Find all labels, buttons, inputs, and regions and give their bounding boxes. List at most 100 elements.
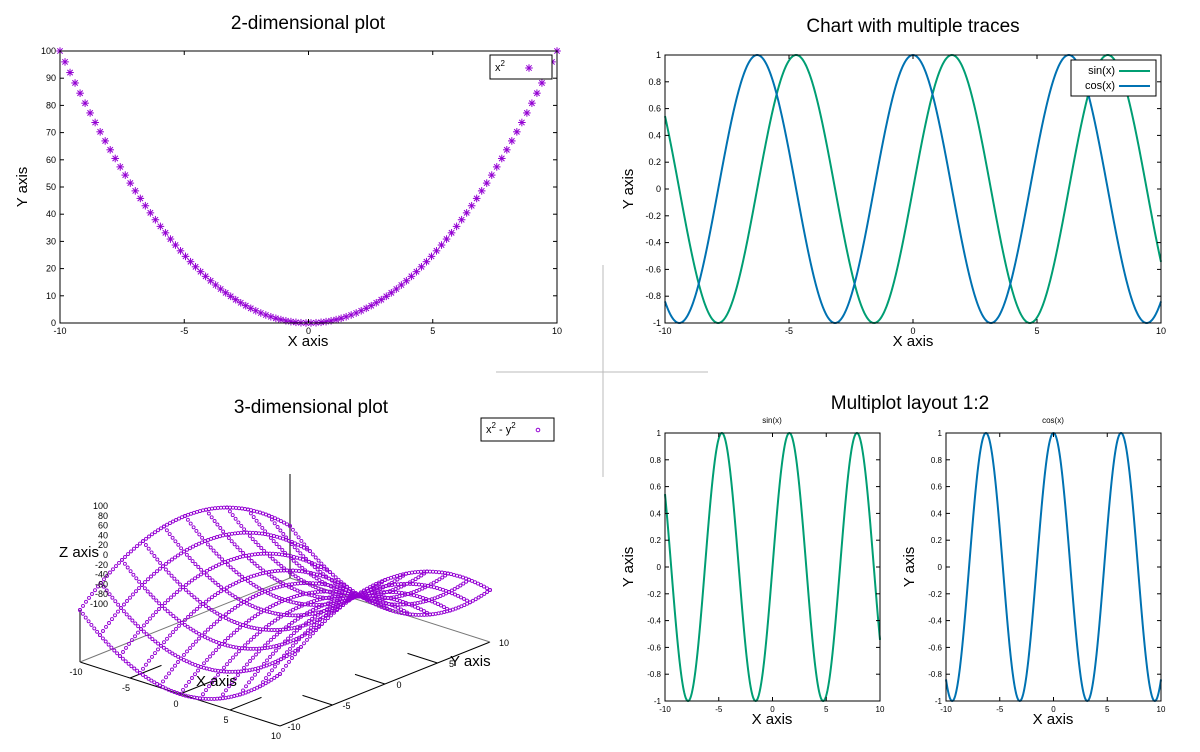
surface-point — [417, 576, 420, 579]
surface-point — [184, 588, 187, 591]
x-tick-label: 10 — [1156, 326, 1166, 336]
surface-point — [186, 650, 189, 653]
surface-point — [164, 602, 167, 605]
surface-point — [179, 583, 182, 586]
surface-point — [230, 634, 233, 637]
surface-point — [193, 596, 196, 599]
surface-point — [227, 637, 230, 640]
surface-point — [190, 613, 193, 616]
y-tick-label: -0.2 — [647, 590, 661, 599]
surface-point — [126, 566, 129, 569]
surface-point — [422, 597, 425, 600]
surface-point — [277, 518, 280, 521]
surface-point — [483, 585, 486, 588]
surface-point — [156, 570, 159, 573]
surface-point — [130, 665, 133, 668]
surface-point — [134, 622, 137, 625]
surface-point — [99, 634, 102, 637]
surface-point — [213, 610, 216, 613]
data-point — [76, 89, 84, 97]
surface-point — [477, 582, 480, 585]
surface-point — [165, 562, 168, 565]
surface-point — [216, 536, 219, 539]
surface-point — [162, 646, 165, 649]
surface-point — [265, 571, 268, 574]
surface-point — [309, 550, 312, 553]
surface-point — [197, 669, 200, 672]
data-point — [157, 223, 165, 231]
surface-point — [303, 546, 306, 549]
surface-point — [157, 529, 160, 532]
surface-point — [297, 543, 300, 546]
surface-point — [474, 581, 477, 584]
surface-point — [114, 614, 117, 617]
surface-point — [295, 569, 298, 572]
data-point — [468, 202, 476, 210]
surface-point — [459, 575, 462, 578]
surface-point — [256, 573, 259, 576]
surface-point — [195, 529, 198, 532]
surface-point — [149, 617, 152, 620]
surface-point — [334, 576, 337, 579]
surface-point — [130, 550, 133, 553]
data-point — [493, 163, 501, 171]
surface-point — [146, 621, 149, 624]
y-tick-label: -0.6 — [645, 264, 661, 274]
surface-point — [486, 591, 489, 594]
surface-point — [146, 590, 149, 593]
surface-point — [123, 562, 126, 565]
surface-point — [255, 585, 258, 588]
surface-point — [207, 607, 210, 610]
surface-point — [246, 579, 249, 582]
surface-point — [120, 607, 123, 610]
surface-point — [159, 561, 162, 564]
surface-point — [198, 542, 201, 545]
surface-point — [134, 635, 137, 638]
surface-point — [291, 528, 294, 531]
surface-point — [212, 566, 215, 569]
surface-point — [252, 656, 255, 659]
surface-point — [224, 561, 227, 564]
plot-2d-title: 2-dimensional plot — [231, 13, 386, 34]
surface-point — [303, 642, 306, 645]
surface-point — [255, 594, 258, 597]
surface-point — [223, 666, 226, 669]
surface-point — [191, 677, 194, 680]
surface-point — [240, 524, 243, 527]
surface-point — [396, 574, 399, 577]
surface-point — [231, 608, 234, 611]
surface-point — [153, 555, 156, 558]
surface-point — [253, 509, 256, 512]
surface-point — [416, 595, 419, 598]
surface-point — [163, 525, 166, 528]
surface-point — [234, 606, 237, 609]
surface-point — [202, 693, 205, 696]
surface-point — [276, 586, 279, 589]
surface-point — [154, 652, 157, 655]
surface-point — [222, 615, 225, 618]
surface-point — [204, 540, 207, 543]
surface-point — [129, 596, 132, 599]
surface-point — [154, 640, 157, 643]
surface-point — [222, 534, 225, 537]
surface-point — [227, 559, 230, 562]
surface-point — [267, 533, 270, 536]
surface-point — [321, 622, 324, 625]
surface-point — [216, 620, 219, 623]
surface-point — [220, 586, 223, 589]
surface-point — [117, 610, 120, 613]
surface-point — [143, 587, 146, 590]
surface-point — [112, 568, 115, 571]
surface-point — [168, 672, 171, 675]
surface-point — [313, 600, 316, 603]
surface-point — [232, 568, 235, 571]
surface-point — [136, 545, 139, 548]
surface-point — [229, 506, 232, 509]
x-tick-label: 0 — [173, 699, 178, 709]
surface-point — [170, 574, 173, 577]
surface-point — [174, 540, 177, 543]
surface-point — [287, 637, 290, 640]
z-tick-label: 60 — [98, 521, 108, 531]
surface-point — [246, 663, 249, 666]
surface-point — [219, 527, 222, 530]
